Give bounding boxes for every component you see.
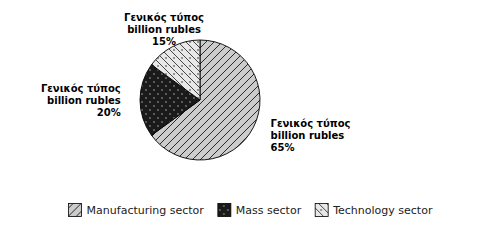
slices bbox=[140, 40, 260, 160]
legend-item: Mass sector bbox=[218, 204, 302, 217]
data-label: Γενικός τύποςbillion rubles65% bbox=[271, 118, 351, 153]
pie-slice bbox=[151, 40, 200, 100]
legend-label: Manufacturing sector bbox=[87, 204, 205, 217]
data-label: Γενικός τύποςbillion rubles15% bbox=[124, 12, 204, 47]
legend-item: Manufacturing sector bbox=[69, 204, 205, 217]
legend-swatch bbox=[315, 204, 328, 217]
chart-container: Γενικός τύποςbillion rubles65% Γενικός τύ… bbox=[0, 0, 501, 227]
chart: Γενικός τύποςbillion rubles65% Γενικός τύ… bbox=[0, 0, 501, 227]
legend-swatch bbox=[218, 204, 231, 217]
legend-label: Mass sector bbox=[236, 204, 302, 217]
data-labels: Γενικός τύποςbillion rubles65% Γενικός τύ… bbox=[41, 12, 351, 154]
data-label: Γενικός τύποςbillion rubles20% bbox=[41, 83, 121, 118]
legend-item: Technology sector bbox=[315, 204, 433, 217]
legend: Manufacturing sector Mass sector Technolog… bbox=[69, 204, 433, 217]
legend-label: Technology sector bbox=[332, 204, 433, 217]
legend-swatch bbox=[69, 204, 82, 217]
